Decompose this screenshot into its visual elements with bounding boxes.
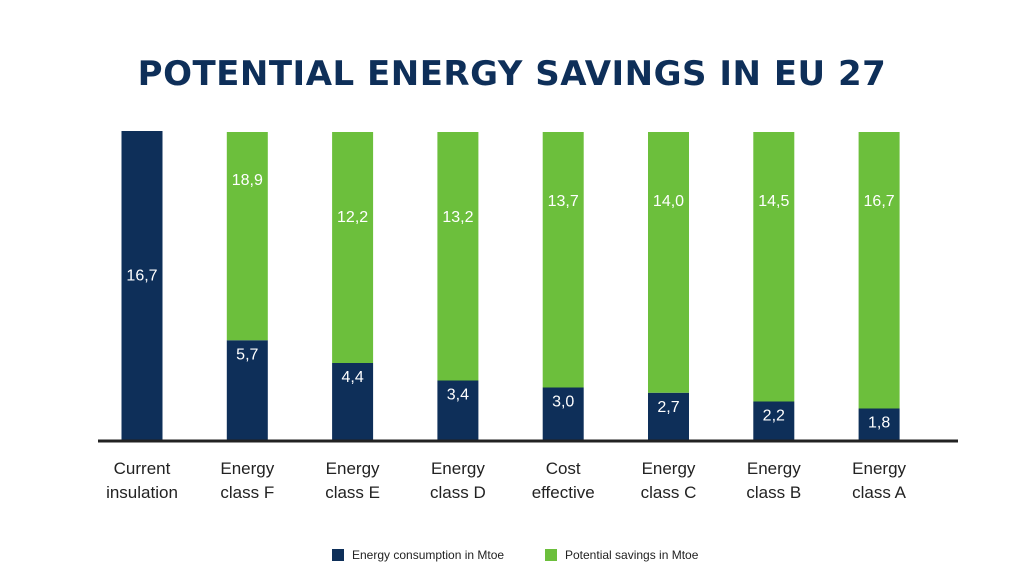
- category-label-5: Energy class C: [641, 459, 697, 502]
- bar-label-consumption-2: 4,4: [341, 369, 363, 386]
- category-label-line: Energy: [642, 459, 696, 478]
- category-label-4: Cost effective: [532, 459, 595, 502]
- category-label-line: class C: [641, 483, 697, 502]
- legend-label-consumption: Energy consumption in Mtoe: [352, 548, 504, 562]
- category-label-3: Energy class D: [430, 459, 486, 502]
- bar-consumption-1: [226, 340, 268, 440]
- bar-label-savings-5: 14,0: [653, 193, 684, 210]
- bar-savings-6: [753, 132, 795, 402]
- legend-swatch-consumption: [332, 549, 344, 561]
- bar-consumption-0: [121, 131, 163, 440]
- bar-label-savings-1: 18,9: [232, 172, 263, 189]
- category-label-line: class E: [325, 483, 380, 502]
- category-label-0: Current insulation: [106, 459, 178, 502]
- bar-savings-2: [332, 132, 374, 363]
- bar-consumption-5: [648, 392, 689, 440]
- bar-label-savings-2: 12,2: [337, 209, 368, 226]
- bar-label-consumption-0: 16,7: [126, 268, 157, 285]
- category-label-line: Energy: [220, 459, 274, 478]
- bar-savings-3: [437, 132, 479, 381]
- bar-savings-5: [648, 132, 689, 393]
- bar-savings-4: [542, 132, 584, 388]
- bar-label-consumption-3: 3,4: [447, 387, 469, 404]
- category-label-line: insulation: [106, 483, 178, 502]
- category-label-line: effective: [532, 483, 595, 502]
- category-label-line: Energy: [747, 459, 801, 478]
- category-label-line: Energy: [431, 459, 485, 478]
- bar-consumption-6: [753, 401, 795, 440]
- bar-label-savings-4: 13,7: [548, 193, 579, 210]
- bar-consumption-2: [332, 363, 374, 440]
- bar-label-savings-6: 14,5: [758, 193, 789, 210]
- bar-label-savings-7: 16,7: [864, 193, 895, 210]
- category-label-6: Energy class B: [746, 459, 801, 502]
- bar-savings-7: [858, 132, 900, 409]
- category-label-line: Cost: [546, 459, 581, 478]
- category-label-1: Energy class F: [220, 459, 274, 502]
- category-label-2: Energy class E: [325, 459, 380, 502]
- category-label-line: Current: [114, 459, 171, 478]
- bar-label-savings-3: 13,2: [442, 209, 473, 226]
- category-labels: Current insulation Energy class F Energy clas…: [106, 459, 907, 502]
- bar-label-consumption-7: 1,8: [868, 415, 890, 432]
- category-label-line: class B: [746, 483, 801, 502]
- bars-group: 16,7 5,7 18,9 4,4 12,2 3,4 13,2 3,0 13,7 2,7 14,0 2…: [121, 131, 900, 440]
- bar-consumption-7: [858, 408, 900, 440]
- legend: Energy consumption in Mtoe Potential savi…: [332, 548, 699, 562]
- chart-title: POTENTIAL ENERGY SAVINGS IN EU 27: [137, 54, 887, 94]
- category-label-line: class A: [852, 483, 907, 502]
- bar-consumption-4: [542, 387, 584, 440]
- bar-label-consumption-6: 2,2: [763, 408, 785, 425]
- legend-swatch-savings: [545, 549, 557, 561]
- category-label-7: Energy class A: [852, 459, 907, 502]
- bar-label-consumption-5: 2,7: [657, 399, 679, 416]
- bar-consumption-3: [437, 380, 479, 440]
- category-label-line: Energy: [326, 459, 380, 478]
- bar-savings-1: [226, 132, 268, 341]
- category-label-line: class D: [430, 483, 486, 502]
- legend-label-savings: Potential savings in Mtoe: [565, 548, 699, 562]
- bar-label-consumption-4: 3,0: [552, 394, 574, 411]
- category-label-line: class F: [220, 483, 274, 502]
- category-label-line: Energy: [852, 459, 906, 478]
- bar-label-consumption-1: 5,7: [236, 346, 258, 363]
